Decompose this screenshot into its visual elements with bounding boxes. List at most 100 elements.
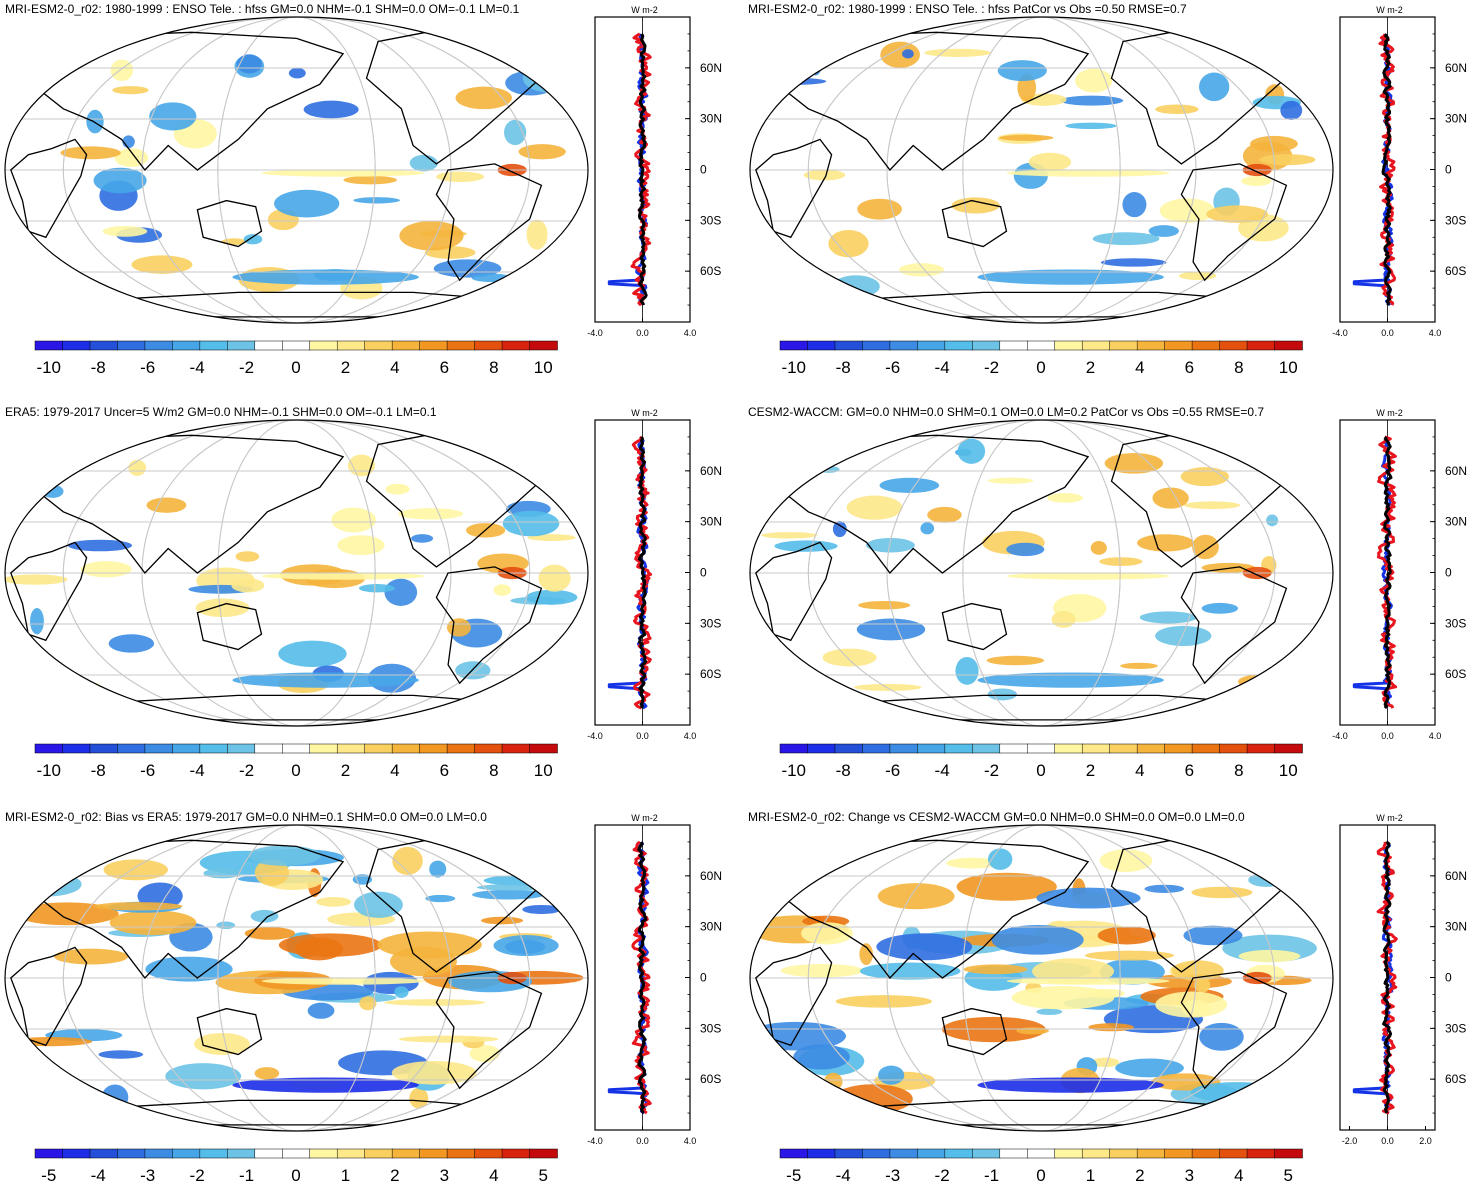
- colorbar-swatch: [862, 1148, 891, 1159]
- anomaly-patch: [1266, 514, 1279, 527]
- anomaly-patch: [385, 483, 410, 495]
- anomaly-patch: [780, 963, 864, 978]
- anomaly-patch: [278, 640, 347, 667]
- colorbar-tick-label: 5: [1284, 1166, 1293, 1185]
- coastline: [755, 541, 833, 642]
- colorbar-swatch: [1027, 1148, 1056, 1159]
- colorbar-swatch: [227, 340, 256, 351]
- anomaly-patch: [1120, 662, 1158, 669]
- coastline: [755, 946, 833, 1047]
- colorbar-tick-label: -2: [935, 1166, 950, 1185]
- zonal-lat-tick-label: 30N: [1445, 112, 1467, 126]
- map-field: [5, 825, 588, 1131]
- zonal-lat-tick-label: 60N: [700, 869, 722, 883]
- anomaly-patch: [835, 995, 932, 1008]
- anomaly-patch: [5, 858, 85, 867]
- colorbar-swatch: [254, 340, 284, 351]
- anomaly-patch: [1028, 152, 1072, 172]
- anomaly-patch: [394, 986, 409, 998]
- zonal-mean-other-line: [637, 33, 648, 306]
- anomaly-patch: [859, 962, 961, 980]
- colorbar-swatch: [1274, 743, 1303, 754]
- anomaly-patch: [128, 459, 147, 476]
- zonal-lat-tick-label: 60N: [1445, 869, 1467, 883]
- colorbar-tick-label: 5: [539, 1166, 548, 1185]
- anomaly-patch: [109, 910, 197, 936]
- colorbar-swatch: [1136, 743, 1166, 754]
- colorbar-swatch: [944, 743, 974, 754]
- panel-era5: ERA5: 1979-2017 Uncer=5 W/m2 GM=0.0 NHM=…: [0, 403, 740, 783]
- map-border: [749, 16, 1334, 324]
- anomaly-patch: [216, 921, 236, 930]
- colorbar-swatch: [282, 340, 311, 351]
- colorbar-swatch: [282, 1148, 311, 1159]
- panel-title: MRI-ESM2-0_r02: Change vs CESM2-WACCM GM…: [748, 810, 1245, 824]
- colorbar-swatch: [834, 340, 864, 351]
- colorbar-swatch: [254, 1148, 284, 1159]
- colorbar-swatch: [1246, 340, 1276, 351]
- colorbar-tick-label: -10: [781, 761, 806, 780]
- map-figure: -5 -4 -3 -2 -1 0 1 2 3 4 5 W m-2 -2.0 0.0 2.0 60N 30N 0 30…: [749, 813, 1467, 1185]
- panel-title: MRI-ESM2-0_r02: 1980-1999 : ENSO Tele. :…: [5, 2, 520, 16]
- anomaly-patch: [261, 169, 425, 177]
- colorbar-swatch: [529, 1148, 558, 1159]
- meridian-gridline: [962, 420, 1121, 726]
- zonal-lat-tick-label: 0: [700, 566, 707, 580]
- anomaly-patch: [247, 845, 321, 866]
- colorbar-tick-label: 0: [1036, 358, 1045, 377]
- colorbar-swatch: [1164, 1148, 1193, 1159]
- anomaly-patch: [1060, 95, 1124, 106]
- colorbar-swatch: [1054, 340, 1083, 351]
- colorbar-swatch: [474, 340, 503, 351]
- anomaly-patch: [108, 634, 155, 653]
- colorbar-swatch: [1219, 340, 1248, 351]
- colorbar-swatch: [117, 743, 146, 754]
- zonal-lat-tick-label: 30N: [700, 112, 722, 126]
- colorbar-tick-label: 6: [440, 358, 449, 377]
- anomaly-patch: [455, 86, 512, 110]
- map-field: [5, 420, 588, 726]
- anomaly-patch: [809, 45, 823, 76]
- anomaly-patch: [798, 272, 817, 289]
- colorbar-tick-label: -2: [239, 761, 254, 780]
- colorbar-swatch: [474, 1148, 503, 1159]
- anomaly-patch: [997, 60, 1047, 82]
- colorbar-tick-label: -5: [41, 1166, 56, 1185]
- anomaly-patch: [518, 144, 566, 160]
- colorbar-swatch: [1164, 340, 1193, 351]
- panel-model-enso: MRI-ESM2-0_r02: 1980-1999 : ENSO Tele. :…: [0, 0, 740, 380]
- colorbar-tick-label: 10: [1279, 358, 1298, 377]
- anomaly-patch: [261, 572, 425, 580]
- coastline: [10, 138, 88, 239]
- colorbar-swatch: [89, 743, 119, 754]
- coastline: [435, 163, 543, 282]
- zonal-x-tick-label: 2.0: [1419, 1136, 1432, 1146]
- colorbar-tick-label: -3: [140, 1166, 155, 1185]
- coastline: [1180, 971, 1288, 1090]
- anomaly-patch: [1091, 1057, 1120, 1068]
- colorbar-swatch: [172, 340, 201, 351]
- anomaly-patch: [927, 506, 962, 523]
- colorbar-swatch: [474, 743, 503, 754]
- anomaly-patch: [1206, 205, 1268, 223]
- map-field: [750, 17, 1333, 323]
- colorbar-tick-label: -6: [885, 358, 900, 377]
- colorbar-tick-label: 4: [1135, 761, 1144, 780]
- colorbar-swatch: [944, 340, 974, 351]
- anomaly-patch: [343, 175, 397, 185]
- colorbar-swatch: [419, 1148, 448, 1159]
- anomaly-patch: [149, 102, 197, 131]
- anomaly-patch: [232, 1077, 419, 1093]
- anomaly-patch: [1139, 611, 1197, 624]
- anomaly-patch: [359, 584, 395, 593]
- anomaly-patch: [103, 859, 168, 881]
- anomaly-patch: [1090, 541, 1107, 555]
- anomaly-patch: [1180, 467, 1229, 487]
- colorbar-swatch: [1136, 1148, 1166, 1159]
- anomaly-patch: [250, 909, 279, 923]
- anomaly-patch: [231, 578, 265, 593]
- colorbar-tick-label: -2: [984, 761, 999, 780]
- colorbar-tick-label: 4: [489, 1166, 498, 1185]
- anomaly-patch: [1155, 104, 1199, 115]
- anomaly-patch: [527, 534, 576, 542]
